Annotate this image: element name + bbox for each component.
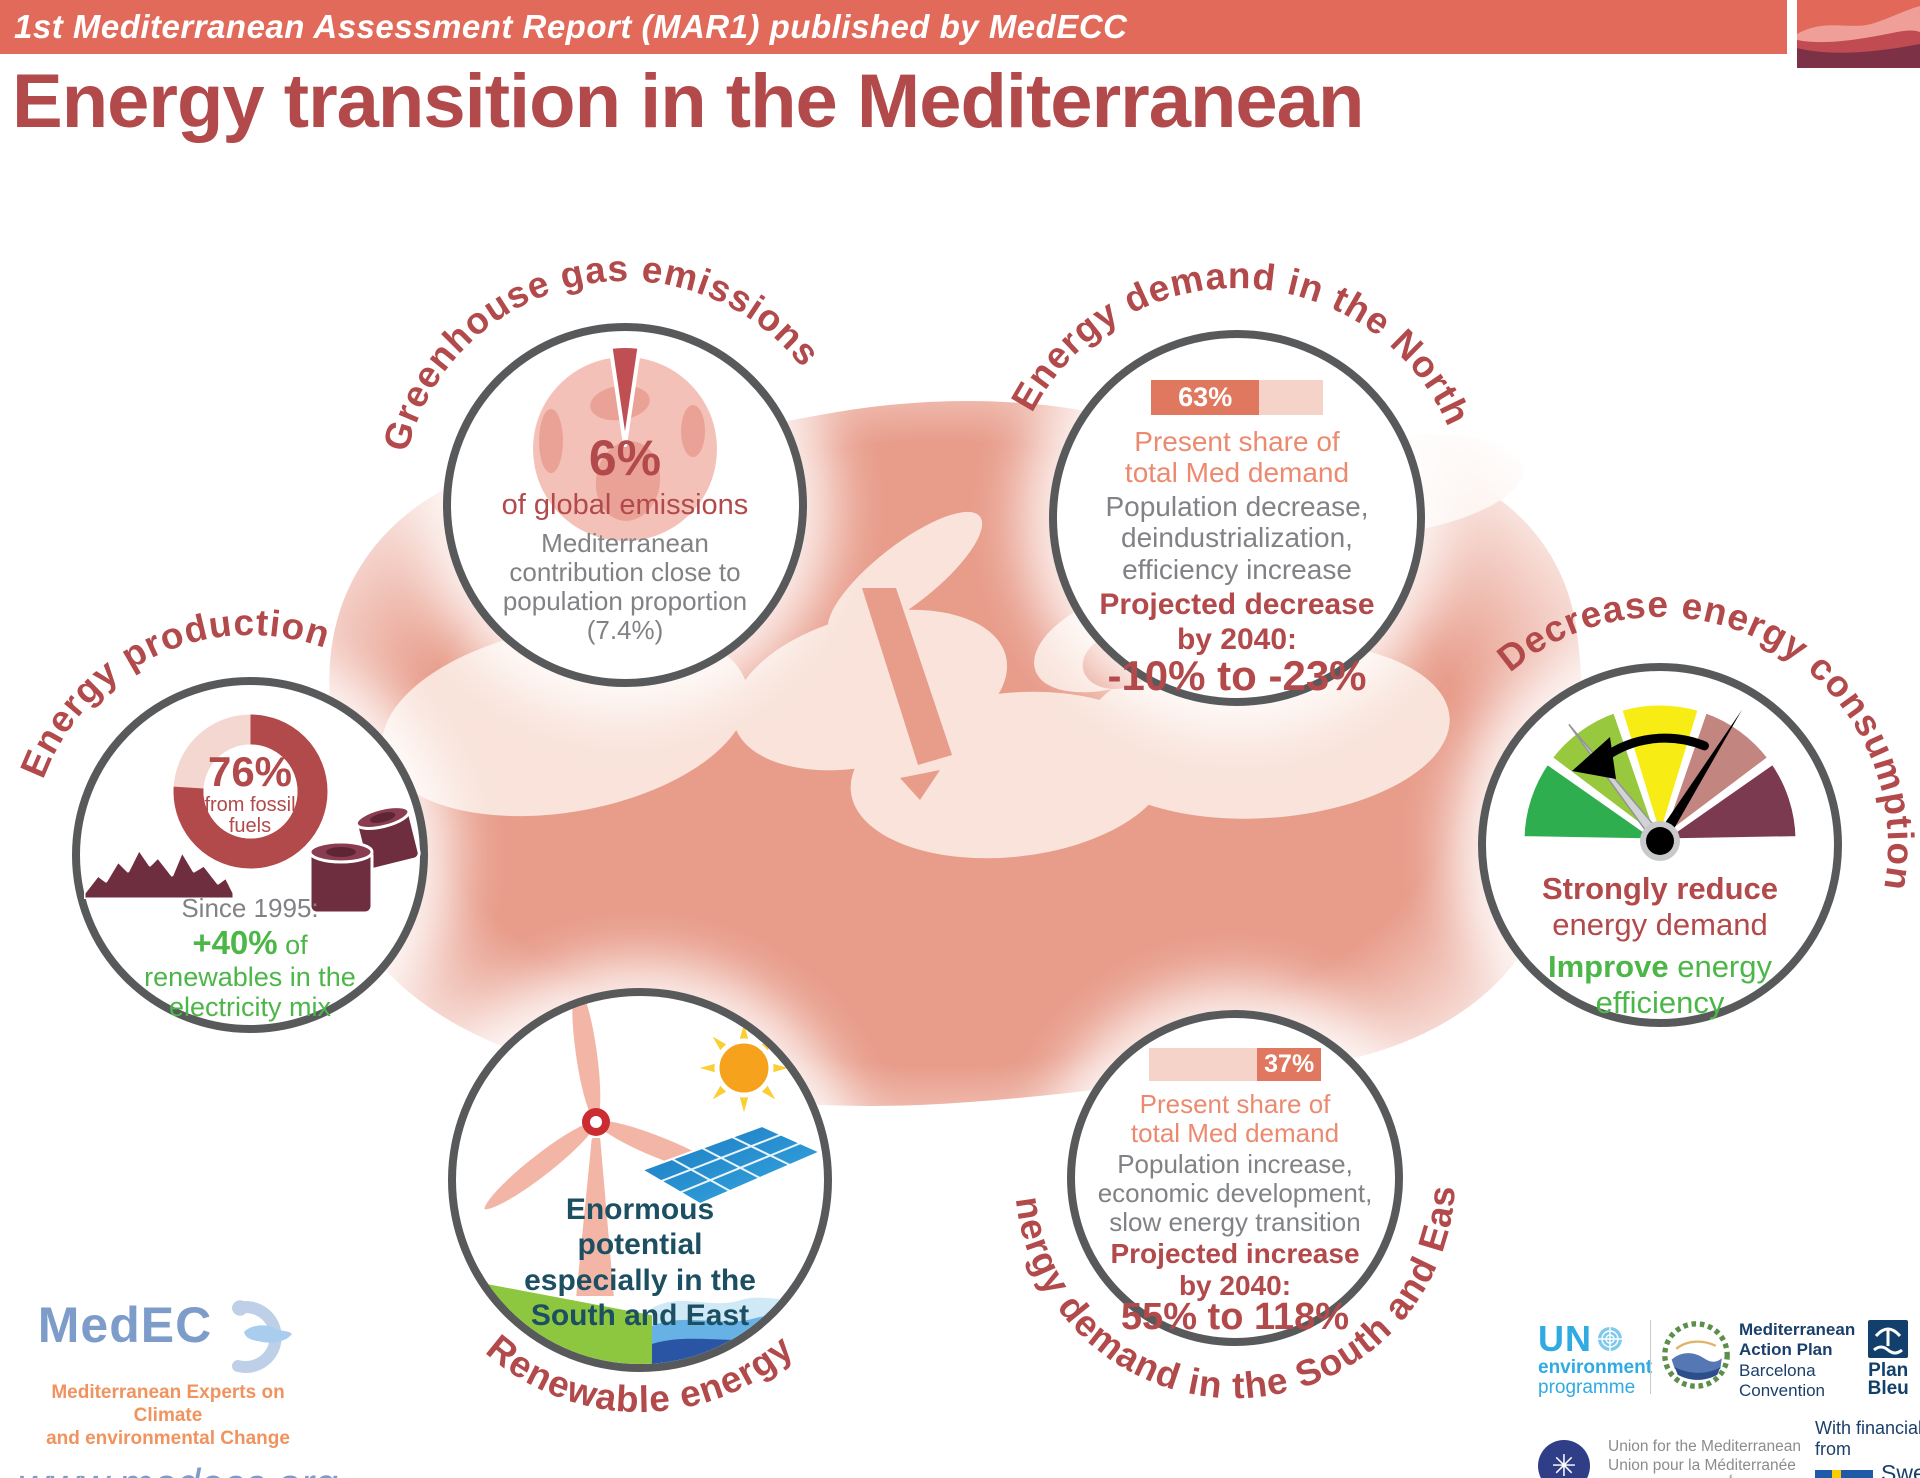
north-drivers: Population decrease, deindustrialization…: [1105, 491, 1369, 585]
gauge-msg2-rest: energy efficiency: [1595, 949, 1772, 1020]
north-share-bar: 63%: [1057, 380, 1417, 415]
un-wordmark: UN: [1538, 1318, 1592, 1359]
medecc-wordmark-text: MedEC: [37, 1297, 213, 1353]
north-projection: Projected decrease by 2040:: [1057, 588, 1417, 657]
speedometer-gauge-icon: [1519, 700, 1801, 861]
south-projection-prefix: Projected: [1110, 1238, 1246, 1269]
south-bar-fill: 37%: [1257, 1048, 1321, 1081]
sweden-flag-icon: [1815, 1470, 1874, 1478]
ufm-line3-arabic: الاتحاد من أجل المتوسط: [1608, 1476, 1801, 1478]
north-projection-prefix: Projected: [1099, 588, 1245, 621]
south-projection: Projected increase by 2040:: [1075, 1238, 1395, 1302]
map-wreath-icon: [1662, 1321, 1730, 1389]
gauge-msg2-emphasis: Improve: [1547, 949, 1669, 984]
top-banner: 1st Mediterranean Assessment Report (MAR…: [0, 0, 1787, 54]
globe-pie-icon: [533, 343, 717, 541]
north-projection-emphasis: decrease: [1244, 588, 1375, 621]
north-bar-value: 63%: [1178, 382, 1233, 412]
south-bar-value: 37%: [1264, 1050, 1315, 1078]
sweden-support-block: With financial support from Sweden Sveri…: [1815, 1418, 1920, 1478]
north-projection-when: by 2040:: [1176, 622, 1298, 656]
fossil-value: 76%: [207, 748, 293, 795]
solar-panel-icon: [639, 1124, 823, 1206]
oil-barrels-icon: [308, 805, 421, 915]
north-bar-rest: [1259, 380, 1323, 415]
gauge-msg1-emphasis: Strongly reduce: [1542, 871, 1778, 906]
sweden-support-text: With financial support from: [1815, 1417, 1920, 1459]
gauge-message-2: Improve energy efficiency: [1486, 949, 1834, 1020]
ufm-line2: Union pour la Méditerranée: [1608, 1457, 1796, 1475]
plan-bleu-line1: Plan: [1868, 1360, 1909, 1381]
medecc-arc-icon: [232, 1300, 293, 1373]
plan-bleu-line2: Bleu: [1867, 1378, 1909, 1400]
south-projection-range: 55% to 118%: [1120, 1296, 1350, 1338]
map-line4: Convention: [1739, 1381, 1826, 1401]
sweden-name-en: Sweden: [1881, 1459, 1920, 1478]
medecc-tagline-2: and environmental Change: [46, 1427, 290, 1449]
ghg-share-value: 6%: [588, 430, 662, 486]
page-title: Energy transition in the Mediterranean: [12, 59, 1364, 144]
map-line1: Mediterranean: [1739, 1320, 1856, 1339]
ufm-line1: Union for the Mediterranean: [1608, 1438, 1802, 1455]
consumption-gauge-circle: Strongly reduce energy demand Improve en…: [1478, 663, 1842, 1027]
coal-pile-icon: [84, 847, 234, 899]
map-line2: Action Plan: [1739, 1340, 1833, 1360]
south-share-bar: 37%: [1075, 1048, 1395, 1081]
south-projection-emphasis: increase: [1245, 1238, 1360, 1269]
un-emblem-icon: [1598, 1326, 1622, 1351]
renewable-energy-circle: Enormous potential especially in the Sou…: [448, 988, 832, 1372]
medecc-website-link[interactable]: www.medecc.org: [18, 1460, 338, 1478]
since-label: Since 1995:: [181, 893, 319, 923]
donut-center-text: 76% from fossil fuels: [80, 751, 420, 837]
renewables-growth: +40% of renewables in the electricity mi…: [80, 924, 420, 1023]
partner-logos: UN environment programme: [1538, 1318, 1920, 1478]
medecc-tagline-1: Mediterranean Experts on Climate: [51, 1382, 285, 1426]
north-demand-circle: 63% Present share of total Med demand Po…: [1049, 330, 1425, 706]
north-share-caption: Present share of total Med demand: [1124, 426, 1350, 489]
map-text: Mediterranean Action Plan Barcelona Conv…: [1739, 1320, 1855, 1402]
renewables-growth-rest: of renewables in the electricity mix: [144, 930, 356, 1023]
gauge-msg1-rest: energy demand: [1552, 906, 1768, 942]
map-line3: Barcelona: [1739, 1360, 1816, 1380]
divider: [1650, 1320, 1651, 1394]
south-drivers: Population increase, economic developmen…: [1097, 1149, 1373, 1238]
gauge-message-1: Strongly reduce energy demand: [1486, 871, 1834, 942]
plan-bleu-logo: Plan Bleu: [1865, 1320, 1911, 1398]
medecc-wordmark: MedEC: [18, 1300, 318, 1374]
north-bar-fill: 63%: [1151, 380, 1260, 415]
south-demand-circle: 37% Present share of total Med demand Po…: [1067, 1010, 1403, 1346]
plan-bleu-icon: [1868, 1320, 1909, 1358]
medecc-logo-block: MedEC Mediterranean Experts on Climate a…: [18, 1300, 338, 1478]
ufm-emblem-icon: ✳: [1538, 1440, 1590, 1478]
energy-production-circle: 76% from fossil fuels Since 1995: +40% o…: [72, 677, 428, 1033]
sun-icon: [695, 1019, 794, 1117]
fossil-donut-chart: [173, 714, 328, 869]
un-line2: programme: [1538, 1376, 1636, 1398]
ghg-emissions-circle: 6% of global emissions Mediterranean con…: [443, 323, 807, 687]
ghg-share-caption: of global emissions: [501, 489, 749, 521]
north-projection-range: -10% to -23%: [1107, 652, 1367, 699]
unep-logo: UN environment programme: [1538, 1318, 1653, 1398]
fossil-caption: from fossil fuels: [204, 794, 296, 837]
ufm-text: Union for the Mediterranean Union pour l…: [1608, 1437, 1801, 1478]
corner-wave-decor-icon: [1797, 0, 1920, 68]
banner-text: 1st Mediterranean Assessment Report (MAR…: [14, 8, 1128, 45]
south-share-caption: Present share of total Med demand: [1130, 1089, 1340, 1149]
ghg-description: Mediterranean contribution close to popu…: [502, 528, 748, 646]
renewables-text: Enormous potential especially in the Sou…: [524, 1193, 756, 1333]
un-line1: environment: [1538, 1356, 1653, 1378]
land-and-sea-icon: [456, 1282, 824, 1364]
south-bar-rest: [1149, 1048, 1258, 1081]
renewables-growth-value: +40%: [192, 924, 278, 961]
south-projection-when: by 2040:: [1178, 1270, 1292, 1302]
